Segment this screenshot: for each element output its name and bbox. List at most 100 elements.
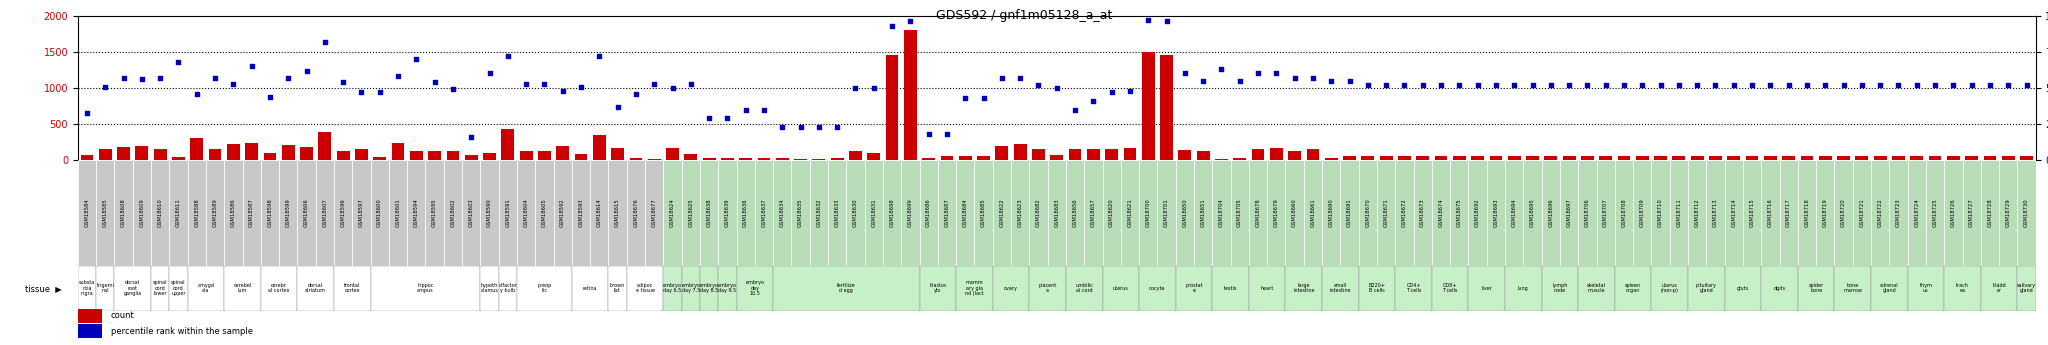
Point — [1497, 82, 1530, 88]
Text: GSM18713: GSM18713 — [1712, 199, 1718, 227]
Bar — [1270, 148, 1282, 160]
Bar — [172, 157, 184, 160]
Text: GSM18726: GSM18726 — [1952, 199, 1956, 227]
Bar — [1599, 156, 1612, 160]
Bar — [956, 266, 993, 311]
Bar — [520, 151, 532, 160]
Text: adipos
e tissue: adipos e tissue — [635, 283, 655, 294]
Bar — [481, 266, 498, 311]
Bar — [868, 153, 881, 160]
Point — [1204, 66, 1237, 72]
Text: GSM18639: GSM18639 — [725, 199, 729, 227]
Bar — [1948, 156, 1960, 160]
Bar — [700, 266, 719, 311]
Bar — [1249, 160, 1268, 266]
Text: GSM18676: GSM18676 — [633, 199, 639, 227]
Point — [985, 75, 1018, 81]
Text: heart: heart — [1262, 286, 1274, 290]
Bar — [242, 160, 260, 266]
Bar — [117, 147, 129, 160]
Bar — [317, 132, 332, 160]
Text: GSM18603: GSM18603 — [469, 199, 473, 227]
Point — [711, 116, 743, 121]
Bar — [498, 160, 516, 266]
Point — [1004, 75, 1036, 81]
Text: GSM18625: GSM18625 — [688, 199, 694, 227]
Text: GSM18657: GSM18657 — [1092, 199, 1096, 227]
Text: GSM18597: GSM18597 — [358, 199, 365, 227]
Text: GSM18601: GSM18601 — [395, 199, 401, 227]
Bar — [627, 160, 645, 266]
Bar — [756, 160, 774, 266]
Bar — [190, 138, 203, 160]
Bar — [1542, 160, 1561, 266]
Bar — [956, 160, 975, 266]
Text: brown
fat: brown fat — [610, 283, 625, 294]
Bar — [809, 160, 827, 266]
Point — [1663, 82, 1696, 88]
Text: GSM18592: GSM18592 — [561, 199, 565, 227]
Bar — [1890, 160, 1907, 266]
Bar — [608, 266, 627, 311]
Bar — [1800, 156, 1812, 160]
Bar — [1561, 160, 1579, 266]
Point — [1718, 82, 1751, 88]
Bar — [78, 266, 96, 311]
Point — [1133, 17, 1165, 23]
Bar — [758, 158, 770, 160]
Bar — [1413, 160, 1432, 266]
Text: GSM18673: GSM18673 — [1419, 199, 1425, 227]
Bar — [664, 266, 682, 311]
Bar — [1579, 266, 1616, 311]
Point — [199, 75, 231, 81]
Text: GSM18679: GSM18679 — [1274, 199, 1278, 227]
Text: GSM18591: GSM18591 — [506, 199, 510, 227]
Bar — [995, 146, 1008, 160]
Bar — [1083, 160, 1102, 266]
Point — [655, 85, 688, 91]
Bar — [188, 160, 207, 266]
Bar — [334, 160, 352, 266]
Bar — [1286, 266, 1323, 311]
Point — [1040, 85, 1073, 91]
Text: olfactor
y bulb: olfactor y bulb — [498, 283, 518, 294]
Bar — [135, 146, 147, 160]
Bar — [1159, 55, 1174, 160]
Text: GSM18690: GSM18690 — [1329, 199, 1333, 227]
Bar — [1139, 160, 1157, 266]
Text: GSM18682: GSM18682 — [1036, 199, 1040, 227]
Point — [217, 81, 250, 86]
Bar — [246, 143, 258, 160]
Bar — [516, 160, 535, 266]
Bar — [1743, 160, 1761, 266]
Bar — [1065, 266, 1102, 311]
Text: GSM18704: GSM18704 — [1219, 199, 1225, 227]
Bar — [885, 55, 899, 160]
Bar — [152, 160, 170, 266]
Text: GSM18608: GSM18608 — [121, 199, 127, 227]
Text: GSM18633: GSM18633 — [836, 199, 840, 227]
Point — [418, 79, 451, 85]
Point — [1151, 19, 1184, 24]
Bar — [115, 266, 152, 311]
Point — [1186, 78, 1219, 83]
Text: GSM18706: GSM18706 — [1585, 199, 1589, 227]
Bar — [1651, 266, 1688, 311]
Text: adrenal
gland: adrenal gland — [1880, 283, 1898, 294]
Text: GSM18709: GSM18709 — [1640, 199, 1645, 227]
Bar — [297, 266, 334, 311]
Bar — [1636, 156, 1649, 160]
Point — [1681, 82, 1714, 88]
Text: GSM18630: GSM18630 — [852, 199, 858, 227]
Bar — [463, 160, 481, 266]
Bar — [1231, 160, 1249, 266]
Text: GSM18606: GSM18606 — [303, 199, 309, 227]
Text: dorsal
striatum: dorsal striatum — [305, 283, 326, 294]
Point — [362, 90, 395, 95]
Point — [88, 84, 121, 89]
Bar — [260, 266, 297, 311]
Text: GSM18677: GSM18677 — [651, 199, 657, 227]
Point — [1753, 82, 1786, 88]
Text: tissue  ▶: tissue ▶ — [25, 284, 61, 293]
Point — [967, 95, 999, 101]
